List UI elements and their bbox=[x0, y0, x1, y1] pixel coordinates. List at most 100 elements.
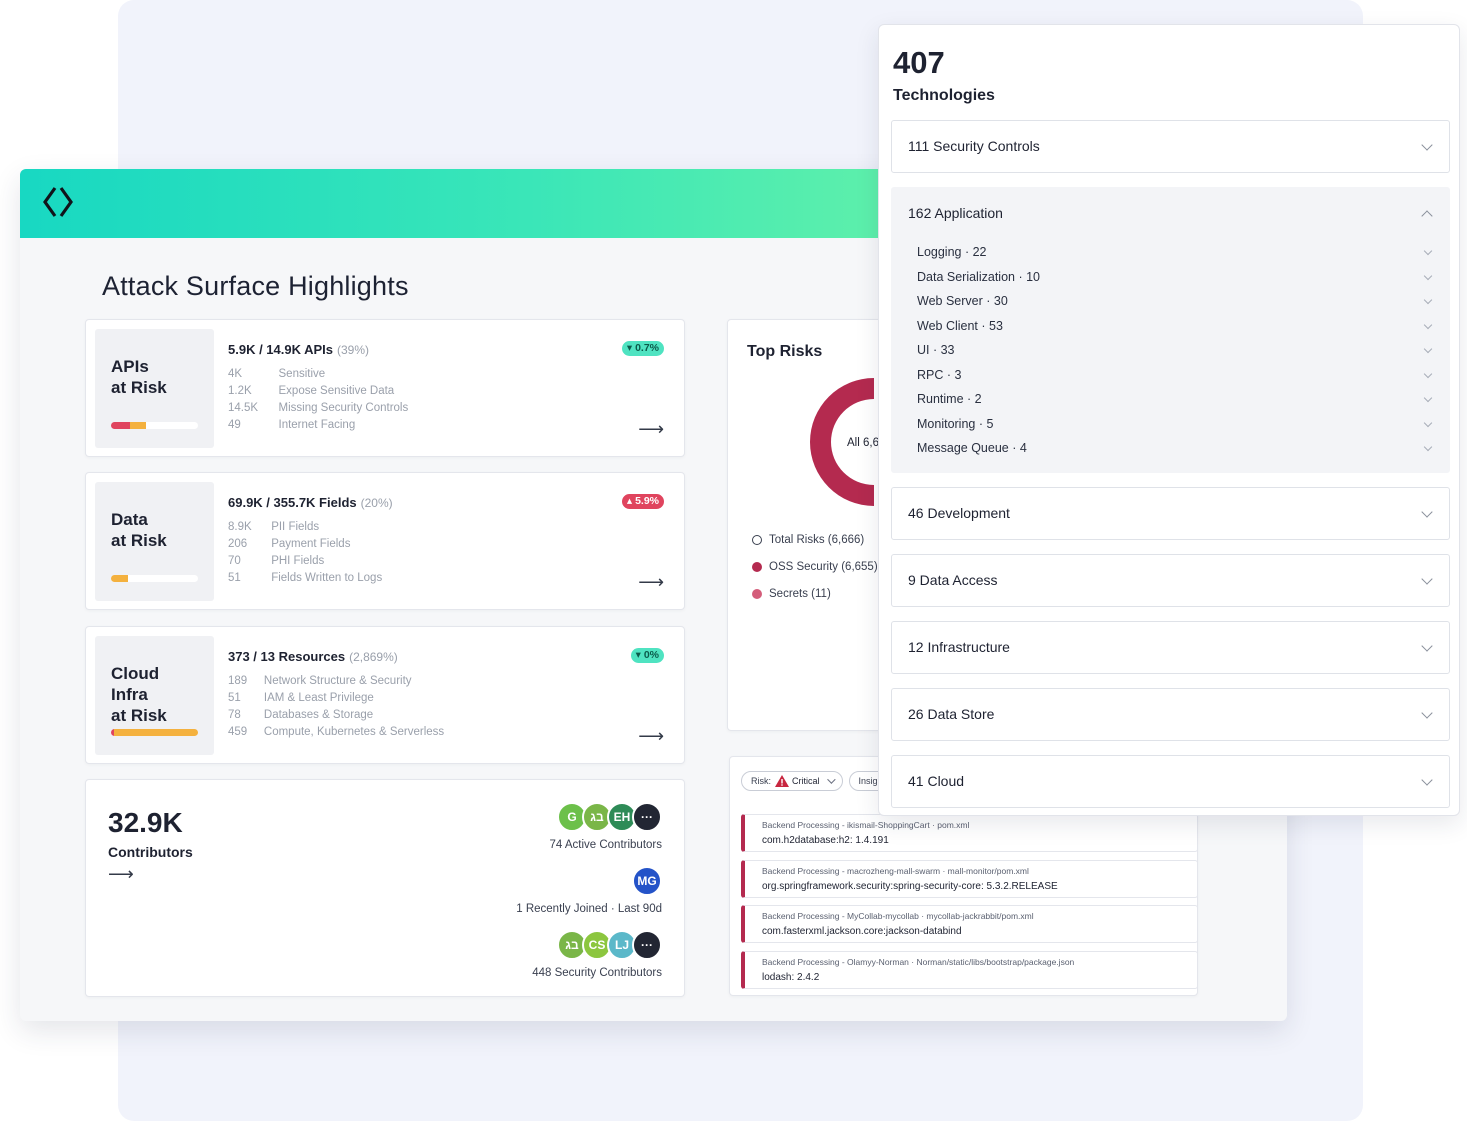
risk-breakdown-label: PII Fields bbox=[271, 521, 320, 533]
avatar[interactable]: EH bbox=[607, 802, 637, 832]
risk-breakdown-count: 459 bbox=[228, 726, 248, 738]
diamond-brackets-logo-icon[interactable] bbox=[42, 185, 74, 219]
risk-headline-percent: (20%) bbox=[360, 496, 393, 510]
accordion-section[interactable]: 111 Security Controls bbox=[891, 120, 1450, 173]
avatar-group[interactable]: בג CS LJ ··· bbox=[557, 930, 662, 960]
chevron-down-icon[interactable] bbox=[1423, 246, 1433, 256]
finding-row[interactable]: Backend Processing - ikismail-ShoppingCa… bbox=[741, 814, 1198, 852]
chevron-down-icon[interactable] bbox=[1423, 369, 1433, 378]
accordion-section[interactable]: 162 Application Logging · 22 Data Serializ… bbox=[891, 187, 1450, 473]
avatar[interactable]: CS bbox=[582, 930, 612, 960]
technology-category-item[interactable]: Runtime · 2 bbox=[917, 392, 982, 406]
avatar-group-caption: 448 Security Contributors bbox=[532, 967, 662, 979]
arrow-right-icon[interactable]: ⟶ bbox=[638, 572, 664, 592]
risk-card-title: APIs at Risk bbox=[111, 357, 167, 397]
chevron-down-icon[interactable] bbox=[1423, 418, 1433, 427]
technologies-panel: 407 Technologies 111 Security Controls 16… bbox=[878, 24, 1460, 816]
accordion-section[interactable]: 12 Infrastructure bbox=[891, 621, 1450, 674]
technology-category-item[interactable]: RPC · 3 bbox=[917, 367, 962, 382]
risk-breakdown-label: Internet Facing bbox=[278, 419, 356, 431]
chevron-down-icon[interactable] bbox=[1423, 344, 1433, 354]
avatar[interactable]: ··· bbox=[632, 802, 662, 832]
risk-breakdown-count: 4K bbox=[228, 368, 243, 380]
risk-headline-value: 5.9K / 14.9K APIs bbox=[228, 342, 334, 357]
accordion-section[interactable]: 26 Data Store bbox=[891, 688, 1450, 741]
chevron-up-icon[interactable] bbox=[1421, 210, 1433, 222]
donut-center-label: All 6,6 bbox=[847, 437, 879, 449]
accordion-title: 41 Cloud bbox=[908, 773, 965, 789]
risk-breakdown-row: 189 Network Structure & Security bbox=[228, 675, 444, 692]
risk-progress-bar bbox=[111, 729, 198, 736]
risk-headline: 5.9K / 14.9K APIs (39%) bbox=[228, 342, 369, 357]
chevron-down-icon[interactable] bbox=[1423, 442, 1433, 452]
chevron-down-icon bbox=[826, 775, 836, 784]
chevron-down-icon[interactable] bbox=[1421, 774, 1433, 786]
risk-headline-percent: (39%) bbox=[337, 343, 370, 357]
accordion-section[interactable]: 41 Cloud bbox=[891, 755, 1450, 808]
insights-filter-chip[interactable]: Insig bbox=[848, 771, 888, 791]
chevron-down-icon[interactable] bbox=[1423, 295, 1433, 305]
legend-item[interactable]: Total Risks (6,666) bbox=[752, 526, 878, 553]
technology-category-item[interactable]: Logging · 22 bbox=[917, 245, 987, 259]
risk-breakdown-label: Fields Written to Logs bbox=[271, 572, 383, 584]
contributors-card[interactable]: 32.9K Contributors ⟶ G בג EH ··· 74 Active C… bbox=[85, 779, 685, 997]
risk-card[interactable]: Cloud Infra at Risk 373 / 13 Resources (2,… bbox=[85, 626, 685, 764]
technology-category-item[interactable]: Data Serialization · 10 bbox=[917, 269, 1040, 284]
technology-category-item[interactable]: Message Queue · 4 bbox=[917, 441, 1027, 455]
risk-breakdown-count: 14.5K bbox=[228, 402, 259, 414]
technology-category-item[interactable]: Monitoring · 5 bbox=[917, 416, 994, 431]
top-risks-card: Top Risks All 6,6 Total Risks (6,666) OSS… bbox=[727, 319, 907, 731]
finding-row[interactable]: Backend Processing - MyCollab-mycollab ·… bbox=[741, 905, 1198, 943]
insights-filter-label: Insig bbox=[858, 776, 878, 786]
accordion-section[interactable]: 9 Data Access bbox=[891, 554, 1450, 607]
legend-item[interactable]: OSS Security (6,655) bbox=[752, 553, 878, 580]
risk-breakdown-row: 49 Internet Facing bbox=[228, 419, 408, 436]
technologies-count: 407 bbox=[893, 45, 945, 80]
chevron-down-icon[interactable] bbox=[1421, 707, 1433, 719]
risk-headline: 373 / 13 Resources (2,869%) bbox=[228, 649, 398, 664]
risk-summary-tile: Cloud Infra at Risk bbox=[95, 636, 214, 755]
risk-breakdown-row: 4K Sensitive bbox=[228, 368, 408, 385]
risk-breakdown-count: 51 bbox=[228, 692, 241, 704]
finding-package: com.h2database:h2: 1.4.191 bbox=[762, 835, 889, 846]
risk-card[interactable]: APIs at Risk 5.9K / 14.9K APIs (39%) 4K Sens… bbox=[85, 319, 685, 457]
accordion-title: 111 Security Controls bbox=[908, 138, 1040, 154]
legend-label: OSS Security (6,655) bbox=[769, 560, 878, 573]
risk-breakdown-row: 70 PHI Fields bbox=[228, 555, 382, 572]
avatar[interactable]: ··· bbox=[632, 930, 662, 960]
risk-breakdown-list: 189 Network Structure & Security 51 IAM & L… bbox=[228, 675, 444, 743]
contributors-label: Contributors bbox=[108, 844, 193, 860]
chevron-down-icon[interactable] bbox=[1423, 271, 1433, 280]
technology-category-item[interactable]: Web Server · 30 bbox=[917, 294, 1008, 308]
chevron-down-icon[interactable] bbox=[1421, 573, 1433, 585]
chevron-down-icon[interactable] bbox=[1423, 320, 1433, 329]
arrow-right-icon[interactable]: ⟶ bbox=[108, 864, 134, 884]
chevron-down-icon[interactable] bbox=[1421, 506, 1433, 518]
risk-breakdown-count: 206 bbox=[228, 538, 248, 550]
arrow-right-icon[interactable]: ⟶ bbox=[638, 726, 664, 746]
avatar-group[interactable]: MG bbox=[632, 866, 662, 896]
top-risks-donut-chart[interactable]: All 6,6 bbox=[806, 378, 908, 506]
chevron-down-icon[interactable] bbox=[1421, 139, 1433, 151]
arrow-right-icon[interactable]: ⟶ bbox=[638, 419, 664, 439]
risk-filter-chip[interactable]: Risk: Critical bbox=[741, 771, 843, 791]
finding-row[interactable]: Backend Processing - macrozheng-mall-swa… bbox=[741, 859, 1198, 898]
accordion-section[interactable]: 46 Development bbox=[891, 487, 1450, 540]
legend-item[interactable]: Secrets (11) bbox=[752, 580, 878, 607]
finding-row[interactable]: Backend Processing - Olamyy-Norman · Nor… bbox=[741, 950, 1198, 989]
risk-breakdown-label: Payment Fields bbox=[271, 538, 351, 550]
technology-category-item[interactable]: UI · 33 bbox=[917, 343, 955, 357]
technology-category-item[interactable]: Web Client · 53 bbox=[917, 318, 1003, 333]
avatar-group[interactable]: G בג EH ··· bbox=[557, 802, 662, 832]
risk-breakdown-label: Sensitive bbox=[278, 368, 326, 380]
chevron-down-icon[interactable] bbox=[1421, 640, 1433, 652]
risk-breakdown-row: 206 Payment Fields bbox=[228, 538, 382, 555]
legend-dot-icon bbox=[752, 561, 762, 572]
chevron-down-icon[interactable] bbox=[1423, 393, 1433, 403]
risk-card[interactable]: Data at Risk 69.9K / 355.7K Fields (20%) 8.… bbox=[85, 472, 685, 610]
risk-breakdown-label: IAM & Least Privilege bbox=[263, 692, 374, 704]
risk-breakdown-row: 8.9K PII Fields bbox=[228, 521, 382, 538]
avatar[interactable]: MG bbox=[632, 866, 662, 896]
trend-badge: ▾ 0% bbox=[630, 648, 664, 663]
risk-breakdown-count: 78 bbox=[228, 709, 241, 721]
